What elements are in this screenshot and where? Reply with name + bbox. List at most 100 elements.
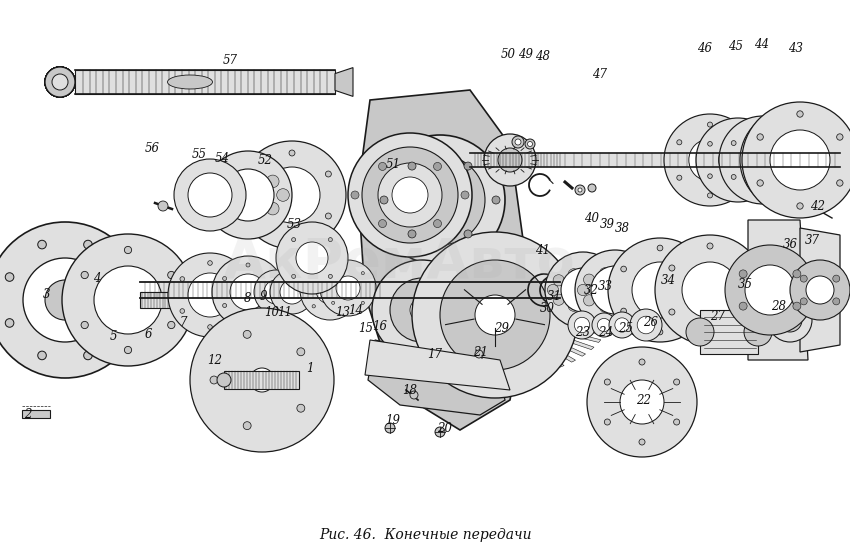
Circle shape — [588, 184, 596, 192]
Bar — [140, 292, 190, 308]
Circle shape — [620, 308, 626, 314]
Circle shape — [270, 270, 314, 314]
Text: 13: 13 — [336, 305, 350, 318]
Polygon shape — [533, 356, 552, 372]
Polygon shape — [555, 271, 581, 284]
Circle shape — [235, 277, 240, 281]
Circle shape — [575, 317, 590, 333]
Circle shape — [673, 379, 680, 385]
Circle shape — [188, 273, 232, 317]
Circle shape — [785, 315, 795, 325]
Circle shape — [602, 294, 613, 305]
Circle shape — [246, 263, 250, 267]
Circle shape — [620, 380, 664, 424]
Circle shape — [575, 185, 585, 195]
Circle shape — [620, 267, 631, 279]
Text: 3: 3 — [43, 288, 51, 301]
Circle shape — [731, 141, 736, 145]
Text: 11: 11 — [277, 305, 292, 318]
Circle shape — [738, 140, 743, 145]
Circle shape — [608, 284, 619, 295]
Circle shape — [591, 266, 639, 314]
Circle shape — [736, 125, 740, 130]
Circle shape — [296, 242, 328, 274]
Circle shape — [252, 171, 258, 177]
Bar — [140, 282, 560, 298]
Circle shape — [277, 189, 289, 201]
Circle shape — [361, 301, 365, 304]
Circle shape — [694, 266, 700, 272]
Circle shape — [410, 298, 434, 322]
Circle shape — [252, 213, 258, 219]
Circle shape — [116, 319, 125, 327]
Circle shape — [836, 180, 843, 186]
Circle shape — [45, 67, 75, 97]
Circle shape — [669, 309, 675, 315]
Circle shape — [434, 220, 441, 227]
Circle shape — [796, 111, 803, 117]
Circle shape — [639, 439, 645, 445]
Text: 14: 14 — [348, 305, 364, 317]
Circle shape — [45, 67, 75, 97]
Circle shape — [385, 423, 395, 433]
Circle shape — [45, 67, 75, 97]
Circle shape — [23, 258, 107, 342]
Circle shape — [380, 196, 388, 204]
Polygon shape — [574, 292, 603, 300]
Circle shape — [761, 191, 765, 196]
Circle shape — [62, 234, 194, 366]
Polygon shape — [489, 362, 495, 378]
Circle shape — [94, 266, 162, 334]
Circle shape — [743, 140, 783, 180]
Circle shape — [45, 280, 85, 320]
Circle shape — [553, 275, 564, 286]
Text: 51: 51 — [386, 158, 400, 172]
Polygon shape — [380, 318, 411, 323]
Polygon shape — [75, 70, 335, 94]
Circle shape — [599, 301, 610, 312]
Circle shape — [174, 159, 246, 231]
Polygon shape — [506, 253, 516, 269]
Polygon shape — [393, 336, 422, 346]
Circle shape — [642, 284, 653, 295]
Circle shape — [731, 174, 736, 179]
Polygon shape — [575, 327, 606, 335]
Circle shape — [635, 295, 647, 306]
Circle shape — [5, 273, 14, 281]
Circle shape — [498, 148, 522, 172]
Text: 10: 10 — [264, 306, 280, 319]
Polygon shape — [800, 228, 840, 352]
Circle shape — [694, 308, 700, 314]
Circle shape — [790, 174, 795, 179]
Circle shape — [207, 261, 212, 265]
Circle shape — [81, 321, 88, 329]
Circle shape — [604, 379, 610, 385]
Circle shape — [599, 267, 610, 279]
Bar — [700, 310, 758, 354]
Polygon shape — [459, 359, 473, 376]
Circle shape — [696, 118, 780, 202]
Circle shape — [158, 201, 168, 211]
Text: 54: 54 — [214, 151, 230, 164]
Circle shape — [806, 276, 834, 304]
Circle shape — [217, 202, 230, 215]
Circle shape — [408, 230, 416, 238]
Circle shape — [787, 196, 793, 201]
Circle shape — [266, 175, 279, 187]
Circle shape — [243, 422, 251, 430]
Circle shape — [243, 330, 251, 338]
Polygon shape — [365, 340, 510, 390]
Circle shape — [632, 262, 688, 318]
Circle shape — [800, 275, 807, 282]
Circle shape — [246, 317, 250, 321]
Circle shape — [761, 124, 765, 129]
Circle shape — [378, 163, 442, 227]
Circle shape — [754, 176, 759, 182]
Text: 1: 1 — [306, 362, 314, 374]
Circle shape — [390, 278, 454, 342]
Polygon shape — [380, 311, 411, 315]
Text: 33: 33 — [598, 281, 613, 294]
Text: 46: 46 — [698, 42, 712, 54]
Polygon shape — [432, 354, 452, 369]
Circle shape — [168, 253, 252, 337]
